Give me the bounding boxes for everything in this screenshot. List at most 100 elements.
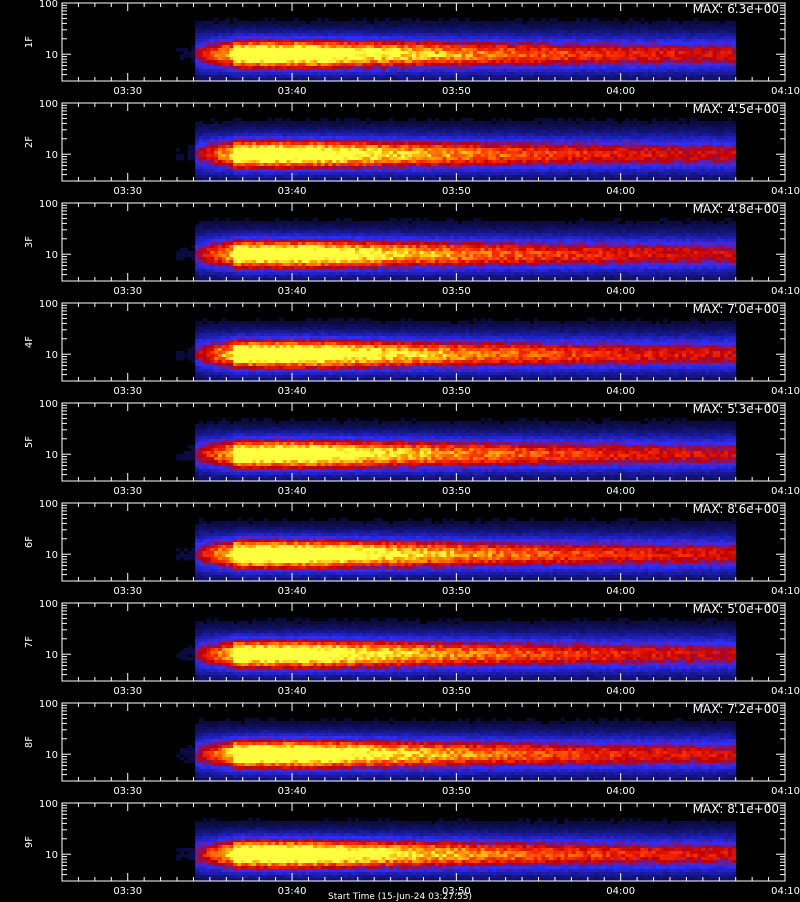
heatmap-cell	[644, 75, 648, 78]
heatmap-cell	[454, 36, 458, 39]
heatmap-cell	[256, 127, 260, 130]
heatmap-cell	[191, 151, 195, 154]
heatmap-cell	[431, 27, 435, 30]
heatmap-cell	[446, 133, 450, 136]
heatmap-cell	[678, 75, 682, 78]
heatmap-cell	[210, 127, 214, 130]
heatmap-cell	[519, 66, 523, 69]
heatmap-cell	[382, 175, 386, 178]
heatmap-cell	[633, 21, 637, 24]
heatmap-cell	[519, 30, 523, 33]
heatmap-cell	[366, 133, 370, 136]
heatmap-cell	[500, 63, 504, 66]
heatmap-cell	[465, 33, 469, 36]
heatmap-cell	[431, 57, 435, 60]
heatmap-cell	[275, 72, 279, 75]
heatmap-cell	[199, 157, 203, 160]
heatmap-cell	[271, 139, 275, 142]
heatmap-cell	[309, 154, 313, 157]
heatmap-cell	[347, 127, 351, 130]
heatmap-cell	[401, 69, 405, 72]
heatmap-cell	[233, 54, 237, 57]
heatmap-cell	[424, 127, 428, 130]
heatmap-cell	[328, 127, 332, 130]
heatmap-cell	[511, 60, 515, 63]
heatmap-cell	[583, 30, 587, 33]
heatmap-cell	[313, 33, 317, 36]
heatmap-cell	[267, 63, 271, 66]
heatmap-cell	[279, 48, 283, 51]
heatmap-cell	[507, 154, 511, 157]
heatmap-cell	[233, 45, 237, 48]
heatmap-cell	[401, 160, 405, 163]
heatmap-cell	[195, 154, 199, 157]
heatmap-cell	[439, 166, 443, 169]
heatmap-cell	[302, 33, 306, 36]
heatmap-cell	[347, 124, 351, 127]
heatmap-cell	[214, 139, 218, 142]
heatmap-cell	[313, 154, 317, 157]
heatmap-cell	[366, 69, 370, 72]
heatmap-cell	[465, 151, 469, 154]
heatmap-cell	[382, 30, 386, 33]
heatmap-cell	[321, 163, 325, 166]
heatmap-cell	[340, 157, 344, 160]
heatmap-cell	[275, 169, 279, 172]
heatmap-cell	[443, 36, 447, 39]
heatmap-cell	[583, 21, 587, 24]
heatmap-cell	[515, 145, 519, 148]
heatmap-cell	[557, 72, 561, 75]
heatmap-cell	[488, 166, 492, 169]
heatmap-cell	[378, 21, 382, 24]
heatmap-cell	[439, 21, 443, 24]
heatmap-cell	[644, 48, 648, 51]
heatmap-cell	[526, 30, 530, 33]
heatmap-cell	[492, 148, 496, 151]
heatmap-cell	[195, 39, 199, 42]
heatmap-cell	[717, 51, 721, 54]
heatmap-cell	[446, 63, 450, 66]
heatmap-cell	[678, 72, 682, 75]
heatmap-cell	[484, 148, 488, 151]
heatmap-cell	[328, 54, 332, 57]
heatmap-cell	[241, 36, 245, 39]
heatmap-cell	[264, 21, 268, 24]
heatmap-cell	[469, 24, 473, 27]
heatmap-cell	[717, 36, 721, 39]
heatmap-cell	[366, 139, 370, 142]
heatmap-cell	[222, 145, 226, 148]
heatmap-cell	[458, 133, 462, 136]
heatmap-cell	[385, 27, 389, 30]
heatmap-cell	[298, 166, 302, 169]
heatmap-cell	[732, 45, 736, 48]
heatmap-cell	[195, 169, 199, 172]
heatmap-cell	[325, 21, 329, 24]
heatmap-cell	[728, 66, 732, 69]
heatmap-cell	[462, 33, 466, 36]
heatmap-cell	[595, 27, 599, 30]
heatmap-cell	[720, 27, 724, 30]
heatmap-cell	[344, 45, 348, 48]
heatmap-cell	[705, 57, 709, 60]
heatmap-cell	[484, 145, 488, 148]
heatmap-cell	[534, 33, 538, 36]
heatmap-cell	[344, 121, 348, 124]
heatmap-cell	[610, 57, 614, 60]
heatmap-cell	[519, 166, 523, 169]
heatmap-cell	[667, 21, 671, 24]
heatmap-cell	[553, 151, 557, 154]
heatmap-cell	[481, 172, 485, 175]
heatmap-cell	[283, 139, 287, 142]
heatmap-cell	[560, 148, 564, 151]
heatmap-cell	[397, 69, 401, 72]
heatmap-cell	[336, 130, 340, 133]
heatmap-cell	[332, 36, 336, 39]
heatmap-cell	[309, 69, 313, 72]
heatmap-cell	[431, 154, 435, 157]
heatmap-cell	[401, 66, 405, 69]
heatmap-cell	[233, 157, 237, 160]
heatmap-cell	[416, 60, 420, 63]
heatmap-cell	[492, 124, 496, 127]
heatmap-cell	[309, 133, 313, 136]
heatmap-cell	[526, 127, 530, 130]
